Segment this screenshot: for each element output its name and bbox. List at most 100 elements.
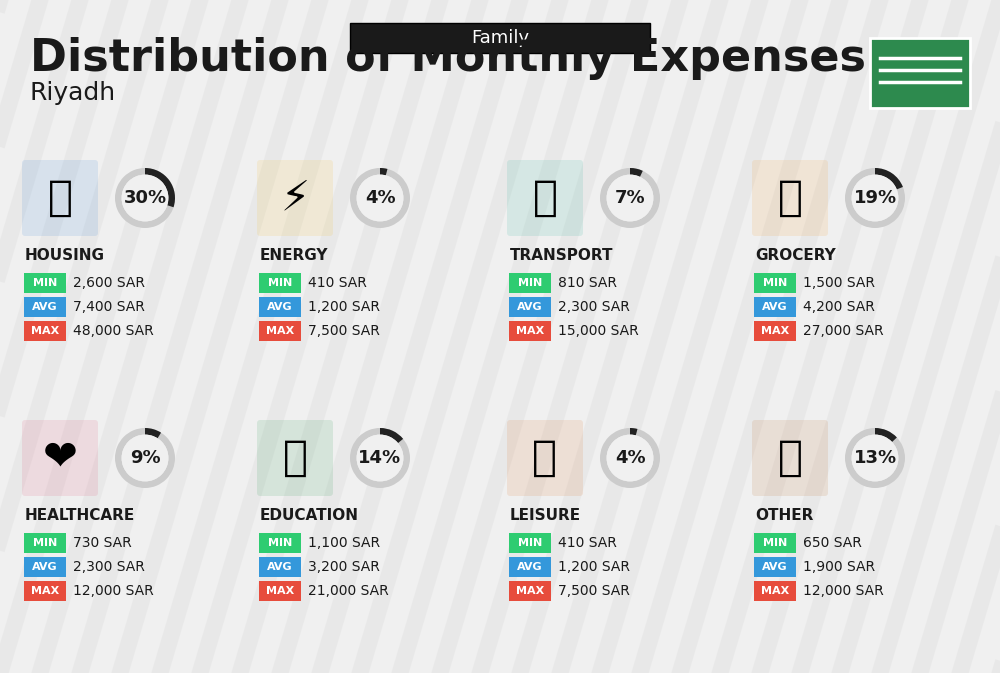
Wedge shape — [115, 428, 175, 488]
Text: AVG: AVG — [762, 562, 788, 572]
Text: MAX: MAX — [31, 326, 59, 336]
Text: 4%: 4% — [365, 189, 395, 207]
Text: AVG: AVG — [267, 302, 293, 312]
FancyBboxPatch shape — [24, 557, 66, 577]
FancyBboxPatch shape — [509, 581, 551, 601]
Text: 7%: 7% — [615, 189, 645, 207]
FancyBboxPatch shape — [754, 581, 796, 601]
FancyBboxPatch shape — [754, 533, 796, 553]
Text: MAX: MAX — [516, 326, 544, 336]
Text: 730 SAR: 730 SAR — [73, 536, 132, 550]
Wedge shape — [600, 428, 660, 488]
Circle shape — [122, 174, 168, 221]
Text: 410 SAR: 410 SAR — [558, 536, 617, 550]
Text: GROCERY: GROCERY — [755, 248, 836, 262]
FancyBboxPatch shape — [259, 297, 301, 317]
FancyBboxPatch shape — [22, 420, 98, 496]
Text: Family: Family — [471, 29, 529, 47]
Wedge shape — [145, 428, 161, 438]
FancyBboxPatch shape — [509, 273, 551, 293]
Text: MIN: MIN — [763, 538, 787, 548]
Text: AVG: AVG — [32, 302, 58, 312]
Wedge shape — [845, 168, 905, 228]
Text: MIN: MIN — [268, 538, 292, 548]
Circle shape — [607, 435, 653, 481]
Text: 7,500 SAR: 7,500 SAR — [558, 584, 630, 598]
Text: 9%: 9% — [130, 449, 160, 467]
Circle shape — [852, 435, 898, 481]
Text: MIN: MIN — [518, 538, 542, 548]
Text: AVG: AVG — [517, 562, 543, 572]
Wedge shape — [630, 428, 637, 435]
Text: 💰: 💰 — [778, 437, 802, 479]
FancyBboxPatch shape — [509, 297, 551, 317]
Text: MIN: MIN — [33, 538, 57, 548]
Text: TRANSPORT: TRANSPORT — [510, 248, 614, 262]
FancyBboxPatch shape — [259, 557, 301, 577]
Wedge shape — [630, 168, 643, 177]
Text: 🏢: 🏢 — [48, 177, 72, 219]
Wedge shape — [350, 168, 410, 228]
Text: MAX: MAX — [761, 586, 789, 596]
Text: MAX: MAX — [266, 586, 294, 596]
Circle shape — [607, 174, 653, 221]
Text: HEALTHCARE: HEALTHCARE — [25, 507, 135, 522]
Wedge shape — [875, 168, 903, 189]
Text: 19%: 19% — [853, 189, 897, 207]
Text: 🚌: 🚌 — [532, 177, 558, 219]
Text: AVG: AVG — [32, 562, 58, 572]
Text: 1,200 SAR: 1,200 SAR — [308, 300, 380, 314]
Text: 4,200 SAR: 4,200 SAR — [803, 300, 875, 314]
Text: 650 SAR: 650 SAR — [803, 536, 862, 550]
Text: EDUCATION: EDUCATION — [260, 507, 359, 522]
FancyBboxPatch shape — [507, 160, 583, 236]
Text: 2,300 SAR: 2,300 SAR — [73, 560, 145, 574]
Text: AVG: AVG — [517, 302, 543, 312]
Text: LEISURE: LEISURE — [510, 507, 581, 522]
FancyBboxPatch shape — [24, 533, 66, 553]
FancyBboxPatch shape — [257, 420, 333, 496]
FancyBboxPatch shape — [509, 321, 551, 341]
Text: 7,400 SAR: 7,400 SAR — [73, 300, 145, 314]
FancyBboxPatch shape — [754, 297, 796, 317]
Text: MAX: MAX — [31, 586, 59, 596]
Circle shape — [357, 174, 403, 221]
Text: OTHER: OTHER — [755, 507, 813, 522]
Text: MIN: MIN — [763, 278, 787, 288]
FancyBboxPatch shape — [259, 533, 301, 553]
Text: ⚡: ⚡ — [280, 177, 310, 219]
Text: 810 SAR: 810 SAR — [558, 276, 617, 290]
Text: 🎓: 🎓 — [283, 437, 308, 479]
Text: ❤️: ❤️ — [43, 437, 77, 479]
FancyBboxPatch shape — [22, 160, 98, 236]
Text: Riyadh: Riyadh — [30, 81, 116, 105]
Text: 3,200 SAR: 3,200 SAR — [308, 560, 380, 574]
Text: AVG: AVG — [267, 562, 293, 572]
Text: 30%: 30% — [123, 189, 167, 207]
FancyBboxPatch shape — [24, 297, 66, 317]
FancyBboxPatch shape — [752, 420, 828, 496]
Text: 🛍️: 🛍️ — [532, 437, 558, 479]
FancyBboxPatch shape — [509, 557, 551, 577]
Text: 48,000 SAR: 48,000 SAR — [73, 324, 154, 338]
Wedge shape — [380, 428, 403, 443]
FancyBboxPatch shape — [754, 321, 796, 341]
Text: HOUSING: HOUSING — [25, 248, 105, 262]
Text: 1,200 SAR: 1,200 SAR — [558, 560, 630, 574]
FancyBboxPatch shape — [24, 321, 66, 341]
Text: Distribution of Monthly Expenses: Distribution of Monthly Expenses — [30, 36, 866, 79]
Wedge shape — [350, 428, 410, 488]
Text: MAX: MAX — [266, 326, 294, 336]
Text: 15,000 SAR: 15,000 SAR — [558, 324, 639, 338]
Text: MIN: MIN — [518, 278, 542, 288]
Wedge shape — [145, 168, 175, 207]
Text: MAX: MAX — [516, 586, 544, 596]
Circle shape — [357, 435, 403, 481]
FancyBboxPatch shape — [24, 273, 66, 293]
FancyBboxPatch shape — [752, 160, 828, 236]
FancyBboxPatch shape — [754, 557, 796, 577]
Text: 7,500 SAR: 7,500 SAR — [308, 324, 380, 338]
Text: 🛒: 🛒 — [778, 177, 802, 219]
Text: 12,000 SAR: 12,000 SAR — [73, 584, 154, 598]
Text: ENERGY: ENERGY — [260, 248, 328, 262]
